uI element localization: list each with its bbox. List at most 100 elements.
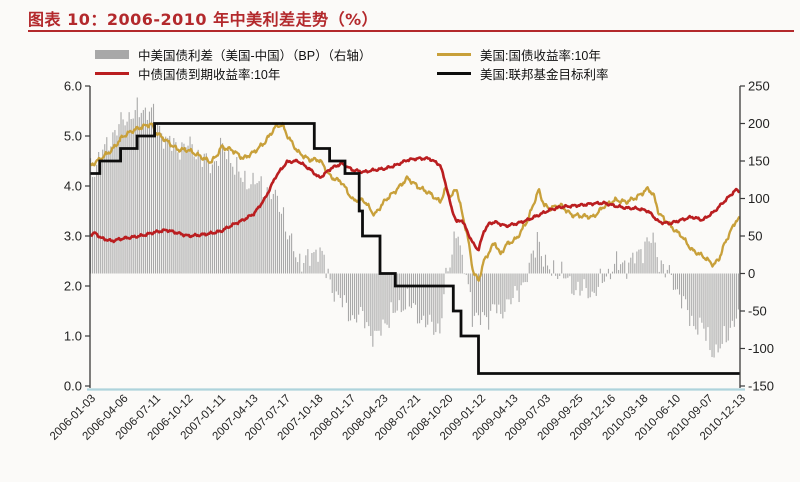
legend-item-spread: 中美国债利差（美国-中国）（BP）（右轴） — [95, 46, 437, 63]
spread-bar — [611, 271, 614, 274]
spread-bar — [486, 273, 488, 318]
spread-bar — [587, 273, 589, 299]
spread-bar — [380, 273, 382, 336]
spread-bar — [538, 241, 540, 274]
spread-bar — [354, 273, 356, 319]
spread-bar — [664, 273, 666, 278]
spread-bar — [201, 166, 203, 274]
spread-bar — [256, 183, 258, 274]
spread-bar — [181, 142, 183, 274]
spread-bar — [150, 107, 153, 274]
spread-bar — [264, 196, 266, 274]
spread-bar — [705, 273, 707, 341]
left-axis-tick-label: 5.0 — [64, 129, 82, 144]
spread-bar — [565, 273, 567, 279]
cn10y-line — [89, 156, 741, 252]
spread-bar — [337, 273, 339, 295]
spread-bar — [187, 145, 189, 274]
spread-bar — [441, 273, 443, 319]
spread-bar — [709, 273, 711, 351]
spread-bar — [185, 147, 187, 274]
spread-bar — [126, 121, 128, 274]
spread-bar — [282, 207, 285, 274]
spread-bar — [591, 273, 593, 292]
spread-bar — [642, 263, 644, 274]
spread-bar — [573, 273, 575, 296]
spread-bar — [717, 273, 719, 353]
spread-bar — [526, 273, 528, 283]
spread-bar — [632, 252, 634, 274]
spread-bar — [544, 254, 547, 274]
spread-bar — [721, 273, 723, 344]
right-axis-tick-label: 0 — [748, 266, 755, 281]
spread-bar — [725, 273, 727, 343]
spread-bar — [469, 273, 471, 293]
spread-bar — [674, 273, 677, 290]
title-divider — [28, 30, 794, 32]
spread-bar — [120, 112, 122, 274]
spread-bar — [475, 273, 477, 313]
spread-bar — [230, 163, 232, 274]
spread-bar — [110, 146, 112, 274]
spread-bar — [553, 260, 555, 274]
spread-bar — [205, 153, 207, 274]
spread-bar — [646, 237, 648, 274]
left-axis-tick-label: 4.0 — [64, 179, 82, 194]
spread-bar — [693, 273, 695, 327]
spread-bar — [561, 261, 563, 274]
spread-bar — [228, 150, 230, 274]
spread-bar — [240, 177, 242, 274]
left-axis-tick-label: 2.0 — [64, 279, 82, 294]
spread-bar — [697, 273, 699, 335]
spread-bar — [242, 181, 244, 274]
spread-bar — [102, 149, 104, 274]
spread-bar — [451, 254, 453, 274]
spread-bar — [386, 273, 388, 325]
spread-bars-series — [90, 97, 739, 358]
spread-bar — [644, 241, 646, 274]
spread-bar — [244, 170, 246, 274]
spread-bar — [626, 273, 628, 279]
spread-bar — [567, 273, 569, 278]
spread-bar — [146, 119, 148, 274]
spread-bar — [609, 273, 612, 280]
spread-bar — [207, 162, 209, 274]
spread-bar — [390, 273, 392, 303]
spread-bar — [394, 273, 396, 313]
spread-bar — [372, 273, 374, 347]
spread-bar — [555, 273, 557, 276]
spread-bar — [435, 273, 437, 333]
spread-bar — [443, 273, 445, 295]
legend-item-us10y: 美国:国债收益率:10年 — [437, 46, 608, 63]
spread-bar — [270, 199, 272, 274]
spread-bar — [313, 252, 315, 274]
spread-bar — [715, 273, 717, 345]
spread-bar — [347, 273, 350, 322]
spread-bar — [589, 273, 591, 298]
spread-bar — [528, 262, 530, 274]
spread-bar — [510, 273, 512, 305]
spread-bar — [278, 211, 280, 274]
spread-bar — [518, 273, 520, 303]
spread-bar — [524, 273, 526, 283]
spread-bar — [546, 265, 549, 274]
right-axis-tick-label: -150 — [748, 379, 774, 394]
spread-bar — [167, 137, 169, 274]
spread-bar — [404, 273, 406, 310]
spread-bar — [191, 144, 193, 274]
spread-bar — [727, 273, 729, 341]
spread-bar — [520, 273, 522, 286]
right-axis-tick-label: 100 — [748, 191, 770, 206]
spread-bar — [488, 273, 490, 330]
spread-bar — [268, 191, 270, 274]
spread-bar — [571, 273, 573, 294]
cn10y-line-swatch — [95, 71, 129, 75]
spread-bar — [618, 269, 620, 274]
spread-bar — [250, 184, 252, 274]
spread-bar — [551, 273, 553, 276]
spread-bar — [622, 262, 624, 274]
spread-bar — [140, 112, 142, 274]
spread-bar — [559, 273, 561, 276]
spread-bar — [687, 273, 689, 311]
